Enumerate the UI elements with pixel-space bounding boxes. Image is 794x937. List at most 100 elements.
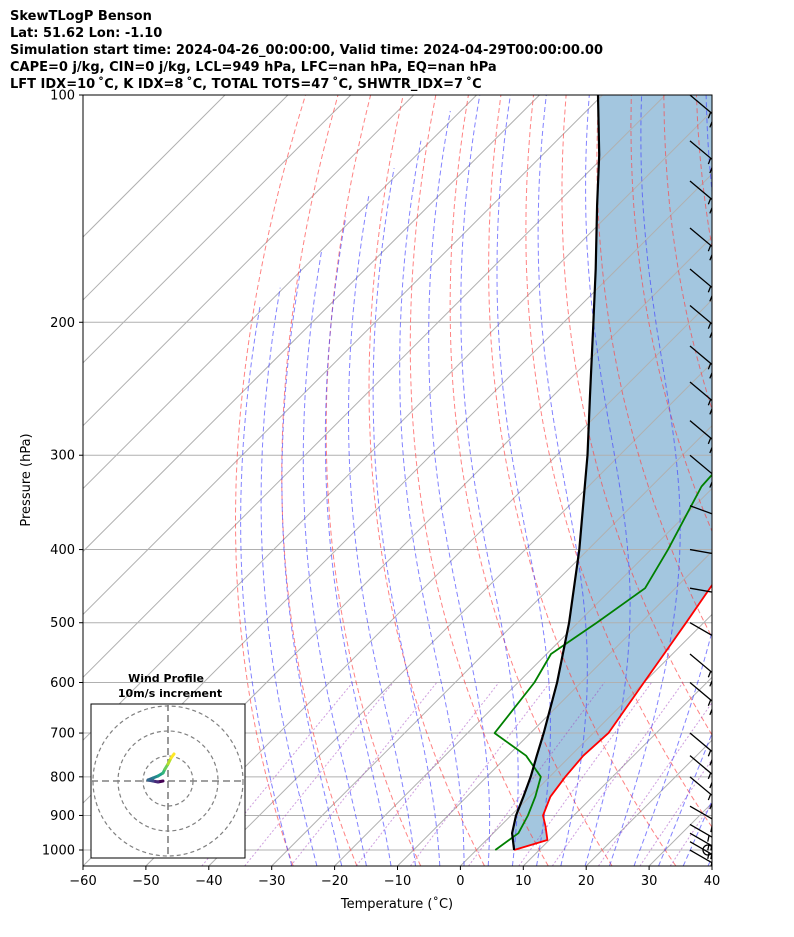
isotherm-line <box>460 613 712 866</box>
y-tick-label: 600 <box>50 676 75 691</box>
barb-staff <box>689 682 712 702</box>
indices-line: LFT IDX=10 ˚C, K IDX=8 ˚C, TOTAL TOTS=47… <box>10 77 482 92</box>
barb-full <box>721 555 723 568</box>
barb-half <box>707 793 712 801</box>
moist-adiabat <box>240 305 293 866</box>
y-tick-label: 400 <box>50 543 75 558</box>
barb-full <box>709 120 712 128</box>
barb-staff <box>689 505 712 515</box>
barb-half <box>707 322 712 329</box>
moist-adiabats <box>240 95 712 866</box>
y-tick-label: 100 <box>50 89 75 104</box>
isotherm-line <box>775 95 794 866</box>
dry-adiabat <box>762 95 794 866</box>
barb-full <box>721 594 723 607</box>
isotherm-line <box>83 110 712 741</box>
barb-half <box>707 286 712 293</box>
barb-staff <box>689 345 712 366</box>
mixing-ratio-lines <box>201 682 712 866</box>
x-tick-label: 40 <box>704 874 721 889</box>
barb-half <box>707 437 712 445</box>
barb-full <box>709 165 712 174</box>
isotherm-line <box>711 865 712 866</box>
isotherm-line <box>83 95 477 490</box>
wind-barb <box>689 587 723 607</box>
dry-adiabat <box>525 95 712 828</box>
barb-staff <box>689 776 712 797</box>
moist-adiabat <box>609 95 681 866</box>
isotherm-line <box>83 95 415 427</box>
x-axis: −60 −50 −40 −30 −20 −10 0 10 20 30 40 <box>69 866 720 889</box>
x-tick-label: −20 <box>321 874 348 889</box>
barb-staff <box>689 268 712 289</box>
barb-staff <box>689 227 712 248</box>
barb-full <box>709 801 712 810</box>
barb-full <box>710 823 712 833</box>
y-axis: 100 200 300 400 500 600 700 800 900 1000 <box>42 89 83 859</box>
isotherm-line <box>83 95 666 679</box>
barb-full <box>710 850 712 860</box>
barb-staff <box>689 420 712 441</box>
barb-staff <box>689 849 712 864</box>
barb-half <box>707 699 712 706</box>
moist-adiabat <box>324 216 392 866</box>
moist-adiabat <box>707 856 712 866</box>
barb-staff <box>689 548 712 555</box>
barb-half <box>707 245 712 252</box>
barb-full <box>709 679 712 687</box>
wind-barbs <box>689 95 723 866</box>
moist-adiabat <box>302 249 367 866</box>
simulation-time-line: Simulation start time: 2024-04-26_00:00:… <box>10 43 603 58</box>
x-tick-label: −60 <box>69 874 96 889</box>
wind-barb <box>689 505 712 515</box>
isotherm-line <box>145 299 712 866</box>
barb-staff <box>689 304 712 325</box>
cape-line: CAPE=0 j/kg, CIN=0 j/kg, LCL=949 hPa, LF… <box>10 60 497 75</box>
barb-full <box>715 840 718 852</box>
mixing-ratio-line <box>597 701 712 866</box>
chart-header: SkewTLogP Benson Lat: 51.62 Lon: -1.10 S… <box>10 8 603 93</box>
x-tick-label: −40 <box>195 874 222 889</box>
wind-barb <box>689 732 712 766</box>
wind-barb <box>689 548 723 568</box>
wind-barb <box>689 682 712 716</box>
wind-barb <box>689 755 712 789</box>
mixing-ratio-line <box>409 682 551 866</box>
barb-half <box>707 157 712 165</box>
moist-adiabat <box>537 95 588 866</box>
moist-adiabat <box>496 95 551 866</box>
dry-adiabat <box>281 95 358 866</box>
parcel-line <box>511 95 601 851</box>
y-tick-label: 700 <box>50 727 75 742</box>
barb-half <box>707 750 712 757</box>
barb-half <box>707 198 712 205</box>
barb-full <box>710 841 712 851</box>
surface-wind-circle <box>702 844 712 856</box>
dry-adiabat <box>729 95 794 866</box>
barb-staff <box>689 823 712 838</box>
wind-barb <box>689 180 712 214</box>
moist-adiabat <box>399 140 465 866</box>
barb-half <box>707 671 712 678</box>
mixing-ratio-line <box>669 802 712 866</box>
barb-staff <box>689 95 712 115</box>
barb-half <box>707 835 710 842</box>
dewpoint-line <box>493 473 712 851</box>
barb-half <box>707 112 712 119</box>
x-tick-label: 30 <box>641 874 658 889</box>
moist-adiabat <box>281 268 343 866</box>
barb-full <box>709 407 712 415</box>
moist-adiabat <box>428 110 491 866</box>
barb-staff <box>689 180 712 201</box>
moist-adiabat <box>260 287 318 866</box>
x-axis-label: Temperature (˚C) <box>340 896 453 912</box>
chart-title: SkewTLogP Benson <box>10 9 152 24</box>
dry-adiabat <box>409 95 549 866</box>
x-tick-label: 0 <box>456 874 464 889</box>
wind-barb <box>689 823 718 852</box>
mixing-ratio-line <box>639 758 712 866</box>
barb-staff <box>689 140 712 161</box>
x-tick-label: 20 <box>578 874 595 889</box>
barb-full <box>709 294 712 302</box>
barb-staff <box>689 454 712 475</box>
